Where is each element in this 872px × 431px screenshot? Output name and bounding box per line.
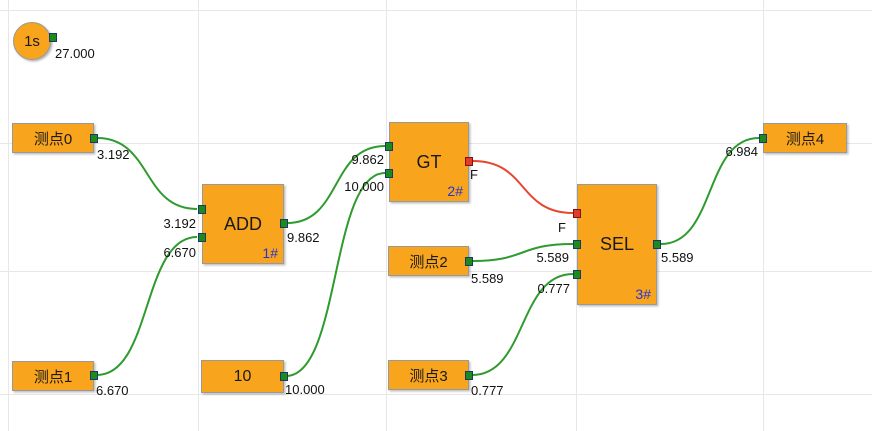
port-input-sel[interactable] <box>573 209 581 218</box>
block-m3[interactable]: 测点3 <box>388 360 469 390</box>
clock-label: 1s <box>24 32 40 50</box>
value-label: 6.670 <box>96 383 129 398</box>
block-label: 测点0 <box>33 130 73 148</box>
wire-gt-to-sel[interactable] <box>472 160 574 214</box>
wire-const10-to-gt[interactable] <box>285 172 386 377</box>
port-output-add[interactable] <box>280 219 288 228</box>
port-input-m4[interactable] <box>759 134 767 143</box>
block-m1[interactable]: 测点1 <box>12 361 94 391</box>
block-label: 测点3 <box>409 367 448 385</box>
wire-m3-to-sel[interactable] <box>471 273 574 376</box>
wire-m2-to-sel[interactable] <box>471 243 574 262</box>
block-label: GT <box>416 151 442 172</box>
port-input-sel[interactable] <box>573 240 581 249</box>
wire-add-to-gt[interactable] <box>286 145 386 224</box>
port-output-m2[interactable] <box>465 257 473 266</box>
port-output-gt[interactable] <box>465 157 473 166</box>
wire-sel-to-m4[interactable] <box>660 137 760 245</box>
value-label: 3.192 <box>97 147 130 162</box>
clock-output-port[interactable] <box>49 33 57 42</box>
port-output-sel[interactable] <box>653 240 661 249</box>
wire-m0-to-add[interactable] <box>96 137 198 210</box>
block-label: 测点1 <box>33 368 73 386</box>
clock-trigger-block[interactable]: 1s <box>13 22 51 60</box>
value-label: 5.589 <box>471 271 504 286</box>
block-number-badge: 3# <box>635 286 651 302</box>
block-label: ADD <box>223 213 262 234</box>
block-label: 10 <box>233 367 252 385</box>
port-input-add[interactable] <box>198 233 206 242</box>
value-label: 27.000 <box>55 46 95 61</box>
port-input-gt[interactable] <box>385 142 393 151</box>
block-label: SEL <box>599 234 635 254</box>
port-output-m0[interactable] <box>90 134 98 143</box>
value-label: 6.984 <box>725 144 758 159</box>
block-m2[interactable]: 测点2 <box>388 246 469 276</box>
block-number-badge: 2# <box>447 183 463 199</box>
value-label: 3.192 <box>163 216 196 231</box>
block-number-badge: 1# <box>262 245 278 261</box>
value-label: 9.862 <box>287 230 320 245</box>
block-add[interactable]: ADD 1# <box>202 184 284 264</box>
block-label: 测点2 <box>409 253 448 271</box>
value-label: F <box>470 167 478 182</box>
port-output-m3[interactable] <box>465 371 473 380</box>
value-label: 0.777 <box>471 383 504 398</box>
wire-m1-to-add[interactable] <box>96 236 198 376</box>
value-label: 5.589 <box>536 250 569 265</box>
value-label: 5.589 <box>661 250 694 265</box>
value-label: 10.000 <box>344 179 384 194</box>
block-gt[interactable]: GT 2# <box>389 122 469 202</box>
value-label: 9.862 <box>351 152 384 167</box>
block-m0[interactable]: 测点0 <box>12 123 94 153</box>
port-output-m1[interactable] <box>90 371 98 380</box>
value-label: 10.000 <box>285 382 325 397</box>
value-label: F <box>558 220 566 235</box>
port-input-add[interactable] <box>198 205 206 214</box>
block-label: 测点4 <box>785 130 825 148</box>
port-input-sel[interactable] <box>573 270 581 279</box>
value-label: 6.670 <box>163 245 196 260</box>
port-input-gt[interactable] <box>385 169 393 178</box>
block-sel[interactable]: SEL 3# <box>577 184 657 305</box>
value-label: 0.777 <box>537 281 570 296</box>
block-m4[interactable]: 测点4 <box>763 123 847 153</box>
port-output-const10[interactable] <box>280 372 288 381</box>
block-const10[interactable]: 10 <box>201 360 284 393</box>
